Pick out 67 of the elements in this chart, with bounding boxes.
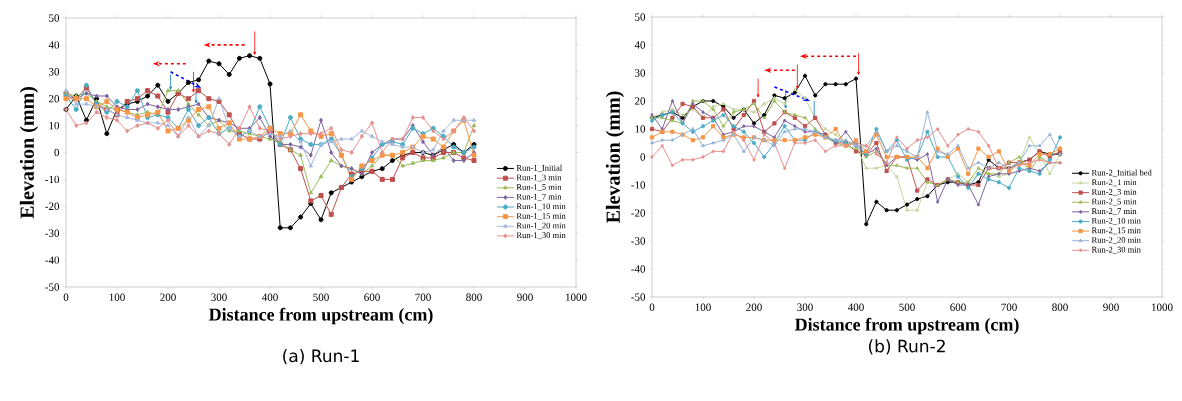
- y-tick-label: 0: [54, 148, 60, 157]
- x-tick-label: 1000: [565, 293, 587, 301]
- legend-label: Run-1_3 min: [516, 174, 562, 182]
- legend-label: Run-2_20 min: [1091, 237, 1141, 244]
- y-axis-title: Elevation (mm): [19, 87, 38, 219]
- x-tick-label: 600: [950, 303, 966, 311]
- legend-label: Run-2_Initial bed: [1091, 169, 1152, 177]
- x-tick-label: 900: [1103, 303, 1119, 311]
- x-tick-label: 200: [160, 293, 176, 301]
- legend-label: Run-2_15 min: [1091, 227, 1141, 235]
- x-tick-label: 0: [63, 293, 69, 301]
- y-axis-title: Elevation (mm): [605, 91, 624, 224]
- x-axis-title: Distance from upstream (cm): [208, 307, 433, 325]
- y-tick-label: -10: [45, 175, 60, 184]
- x-tick-label: 300: [797, 303, 813, 311]
- y-tick-label: 30: [635, 69, 646, 77]
- legend-label: Run-1_10 min: [516, 203, 566, 211]
- legend-label: Run-2_5 min: [1091, 198, 1137, 206]
- legend-label: Run-1_7 min: [516, 193, 562, 201]
- x-tick-label: 300: [211, 293, 227, 301]
- x-tick-label: 600: [364, 293, 380, 301]
- x-tick-label: 500: [899, 303, 915, 311]
- y-tick-label: 50: [49, 14, 60, 22]
- x-tick-label: 700: [415, 293, 431, 301]
- x-tick-label: 500: [313, 293, 329, 301]
- y-tick-label: 40: [634, 41, 646, 49]
- y-tick-label: 20: [48, 94, 60, 103]
- x-tick-label: 900: [517, 293, 533, 301]
- legend-label: Run-2_1 min: [1091, 179, 1137, 187]
- x-tick-label: 800: [466, 293, 482, 301]
- y-tick-label: 20: [634, 97, 646, 105]
- legend-label: Run-1_5 min: [516, 184, 562, 191]
- y-tick-label: -20: [631, 209, 646, 217]
- y-tick-label: 10: [49, 121, 60, 130]
- y-tick-label: -50: [45, 283, 60, 291]
- y-tick-label: 30: [49, 68, 60, 76]
- legend-label: Run-1_15 min: [516, 213, 566, 220]
- x-tick-label: 400: [261, 293, 278, 301]
- legend-label: Run-2_3 min: [1091, 189, 1137, 196]
- legend-label: Run-1_Initial: [516, 164, 563, 172]
- y-tick-label: -50: [631, 293, 646, 301]
- x-tick-label: 700: [1001, 303, 1017, 311]
- legend-label: Run-1_30 min: [516, 232, 566, 240]
- y-tick-label: 40: [48, 41, 60, 49]
- legend-label: Run-1_20 min: [516, 222, 566, 230]
- legend-label: Run-2_10 min: [1091, 217, 1141, 225]
- text: (b) Run-2: [868, 339, 945, 355]
- y-tick-label: 10: [635, 125, 646, 133]
- x-tick-label: 200: [746, 303, 762, 311]
- y-tick-label: -40: [631, 265, 646, 273]
- x-tick-label: 0: [649, 303, 655, 311]
- y-tick-label: 0: [640, 153, 646, 161]
- y-tick-label: -10: [631, 181, 646, 189]
- legend-label: Run-2_7 min: [1091, 208, 1137, 215]
- x-tick-label: 400: [847, 303, 864, 311]
- y-tick-label: -30: [631, 237, 646, 245]
- y-tick-label: -40: [45, 256, 60, 264]
- legend-label: Run-2_30 min: [1091, 246, 1141, 254]
- x-tick-label: 100: [109, 293, 125, 301]
- x-tick-label: 800: [1052, 303, 1068, 311]
- y-tick-label: -20: [45, 202, 60, 211]
- y-tick-label: -30: [45, 229, 60, 237]
- x-axis-title: Distance from upstream (cm): [794, 317, 1019, 335]
- text: (a) Run-1: [283, 349, 359, 365]
- y-tick-label: 50: [635, 13, 646, 21]
- x-tick-label: 1000: [1151, 303, 1173, 311]
- x-tick-label: 100: [695, 303, 711, 311]
